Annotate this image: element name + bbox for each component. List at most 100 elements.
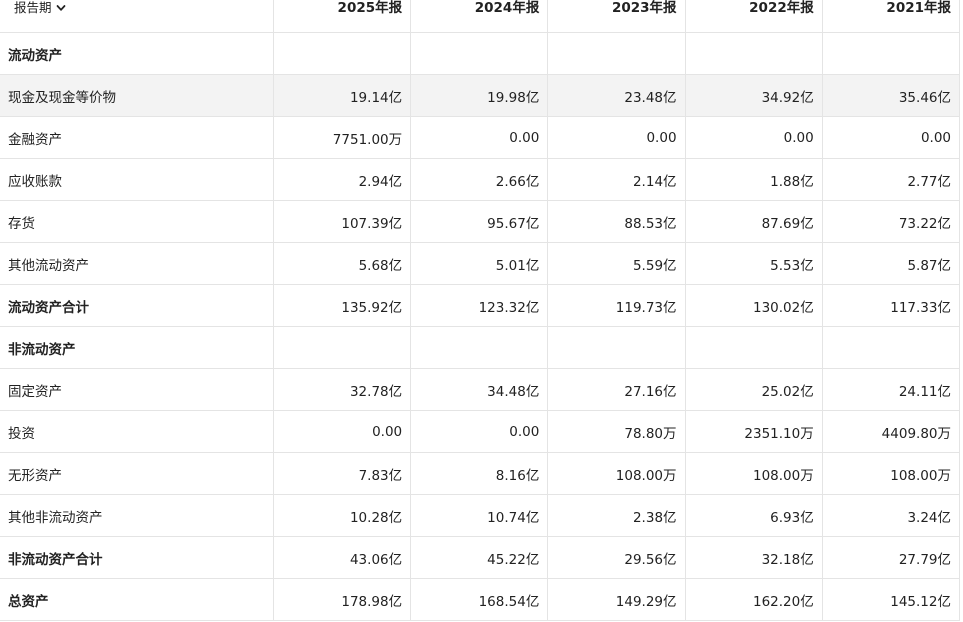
table-row-other-non-current-assets: 其他非流动资产 10.28亿 10.74亿 2.38亿 6.93亿 3.24亿 [0, 494, 961, 537]
year-header-2022: 2022年报 [685, 0, 823, 33]
cell-value: 108.00万 [685, 452, 823, 495]
section-row-current-assets: 流动资产 [0, 32, 961, 75]
cell-value: 5.01亿 [410, 242, 549, 285]
table-row-cash: 现金及现金等价物 19.14亿 19.98亿 23.48亿 34.92亿 35.… [0, 74, 961, 117]
cell-value [273, 32, 412, 75]
cell-value [410, 326, 549, 369]
year-header-2025: 2025年报 [273, 0, 412, 33]
table-row-inventory: 存货 107.39亿 95.67亿 88.53亿 87.69亿 73.22亿 [0, 200, 961, 243]
cell-value: 108.00万 [822, 452, 961, 495]
cell-value: 95.67亿 [410, 200, 549, 243]
cell-value: 10.28亿 [273, 494, 412, 537]
header-row: 报告期 2025年报 2024年报 2023年报 2022年报 2021年报 [0, 0, 961, 33]
cell-value: 19.98亿 [410, 74, 549, 117]
year-header-2021: 2021年报 [822, 0, 961, 33]
cell-value: 88.53亿 [547, 200, 686, 243]
year-header-2023: 2023年报 [547, 0, 686, 33]
cell-value [822, 32, 961, 75]
cell-value [685, 32, 823, 75]
row-label: 非流动资产合计 [0, 536, 274, 579]
cell-value: 168.54亿 [410, 578, 549, 621]
row-label: 投资 [0, 410, 274, 453]
row-label: 应收账款 [0, 158, 274, 201]
row-label: 固定资产 [0, 368, 274, 411]
row-label: 其他非流动资产 [0, 494, 274, 537]
cell-value [685, 326, 823, 369]
cell-value: 34.92亿 [685, 74, 823, 117]
cell-value: 7751.00万 [273, 116, 412, 159]
cell-value: 2.94亿 [273, 158, 412, 201]
cell-value: 5.53亿 [685, 242, 823, 285]
cell-value: 24.11亿 [822, 368, 961, 411]
cell-value: 2351.10万 [685, 410, 823, 453]
period-selector[interactable]: 报告期 [14, 0, 66, 16]
total-row-current-assets: 流动资产合计 135.92亿 123.32亿 119.73亿 130.02亿 1… [0, 284, 961, 327]
cell-value: 32.18亿 [685, 536, 823, 579]
cell-value: 27.79亿 [822, 536, 961, 579]
cell-value: 45.22亿 [410, 536, 549, 579]
cell-value: 149.29亿 [547, 578, 686, 621]
cell-value [547, 326, 686, 369]
cell-value [410, 32, 549, 75]
cell-value: 135.92亿 [273, 284, 412, 327]
cell-value: 0.00 [410, 116, 549, 159]
cell-value: 119.73亿 [547, 284, 686, 327]
cell-value [273, 326, 412, 369]
chevron-down-icon [56, 5, 65, 11]
cell-value: 0.00 [822, 116, 961, 159]
cell-value: 178.98亿 [273, 578, 412, 621]
row-label: 无形资产 [0, 452, 274, 495]
row-label: 流动资产 [0, 32, 274, 75]
cell-value: 87.69亿 [685, 200, 823, 243]
cell-value: 130.02亿 [685, 284, 823, 327]
cell-value: 19.14亿 [273, 74, 412, 117]
row-label: 其他流动资产 [0, 242, 274, 285]
table-row-financial-assets: 金融资产 7751.00万 0.00 0.00 0.00 0.00 [0, 116, 961, 159]
cell-value: 162.20亿 [685, 578, 823, 621]
cell-value: 108.00万 [547, 452, 686, 495]
cell-value: 35.46亿 [822, 74, 961, 117]
cell-value: 32.78亿 [273, 368, 412, 411]
cell-value: 5.87亿 [822, 242, 961, 285]
table-header: 报告期 2025年报 2024年报 2023年报 2022年报 2021年报 [0, 0, 961, 33]
cell-value: 10.74亿 [410, 494, 549, 537]
cell-value: 2.77亿 [822, 158, 961, 201]
row-label: 非流动资产 [0, 326, 274, 369]
cell-value: 0.00 [547, 116, 686, 159]
cell-value: 123.32亿 [410, 284, 549, 327]
cell-value: 0.00 [273, 410, 412, 453]
cell-value: 117.33亿 [822, 284, 961, 327]
cell-value: 78.80万 [547, 410, 686, 453]
cell-value: 7.83亿 [273, 452, 412, 495]
cell-value: 0.00 [685, 116, 823, 159]
table-row-other-current-assets: 其他流动资产 5.68亿 5.01亿 5.59亿 5.53亿 5.87亿 [0, 242, 961, 285]
cell-value: 25.02亿 [685, 368, 823, 411]
cell-value: 2.66亿 [410, 158, 549, 201]
cell-value: 5.68亿 [273, 242, 412, 285]
cell-value: 29.56亿 [547, 536, 686, 579]
table-row-receivables: 应收账款 2.94亿 2.66亿 2.14亿 1.88亿 2.77亿 [0, 158, 961, 201]
cell-value [822, 326, 961, 369]
year-header-2024: 2024年报 [410, 0, 549, 33]
row-label: 现金及现金等价物 [0, 74, 274, 117]
period-selector-cell: 报告期 [0, 0, 274, 33]
section-row-non-current-assets: 非流动资产 [0, 326, 961, 369]
table-row-fixed-assets: 固定资产 32.78亿 34.48亿 27.16亿 25.02亿 24.11亿 [0, 368, 961, 411]
row-label: 流动资产合计 [0, 284, 274, 327]
cell-value: 73.22亿 [822, 200, 961, 243]
cell-value: 107.39亿 [273, 200, 412, 243]
total-row-total-assets: 总资产 178.98亿 168.54亿 149.29亿 162.20亿 145.… [0, 578, 961, 621]
cell-value: 4409.80万 [822, 410, 961, 453]
row-label: 总资产 [0, 578, 274, 621]
cell-value: 2.38亿 [547, 494, 686, 537]
cell-value: 2.14亿 [547, 158, 686, 201]
cell-value: 3.24亿 [822, 494, 961, 537]
table-body: 流动资产 现金及现金等价物 19.14亿 19.98亿 23.48亿 34.92… [0, 32, 961, 621]
cell-value: 27.16亿 [547, 368, 686, 411]
cell-value: 23.48亿 [547, 74, 686, 117]
cell-value: 145.12亿 [822, 578, 961, 621]
cell-value: 5.59亿 [547, 242, 686, 285]
cell-value: 34.48亿 [410, 368, 549, 411]
row-label: 存货 [0, 200, 274, 243]
